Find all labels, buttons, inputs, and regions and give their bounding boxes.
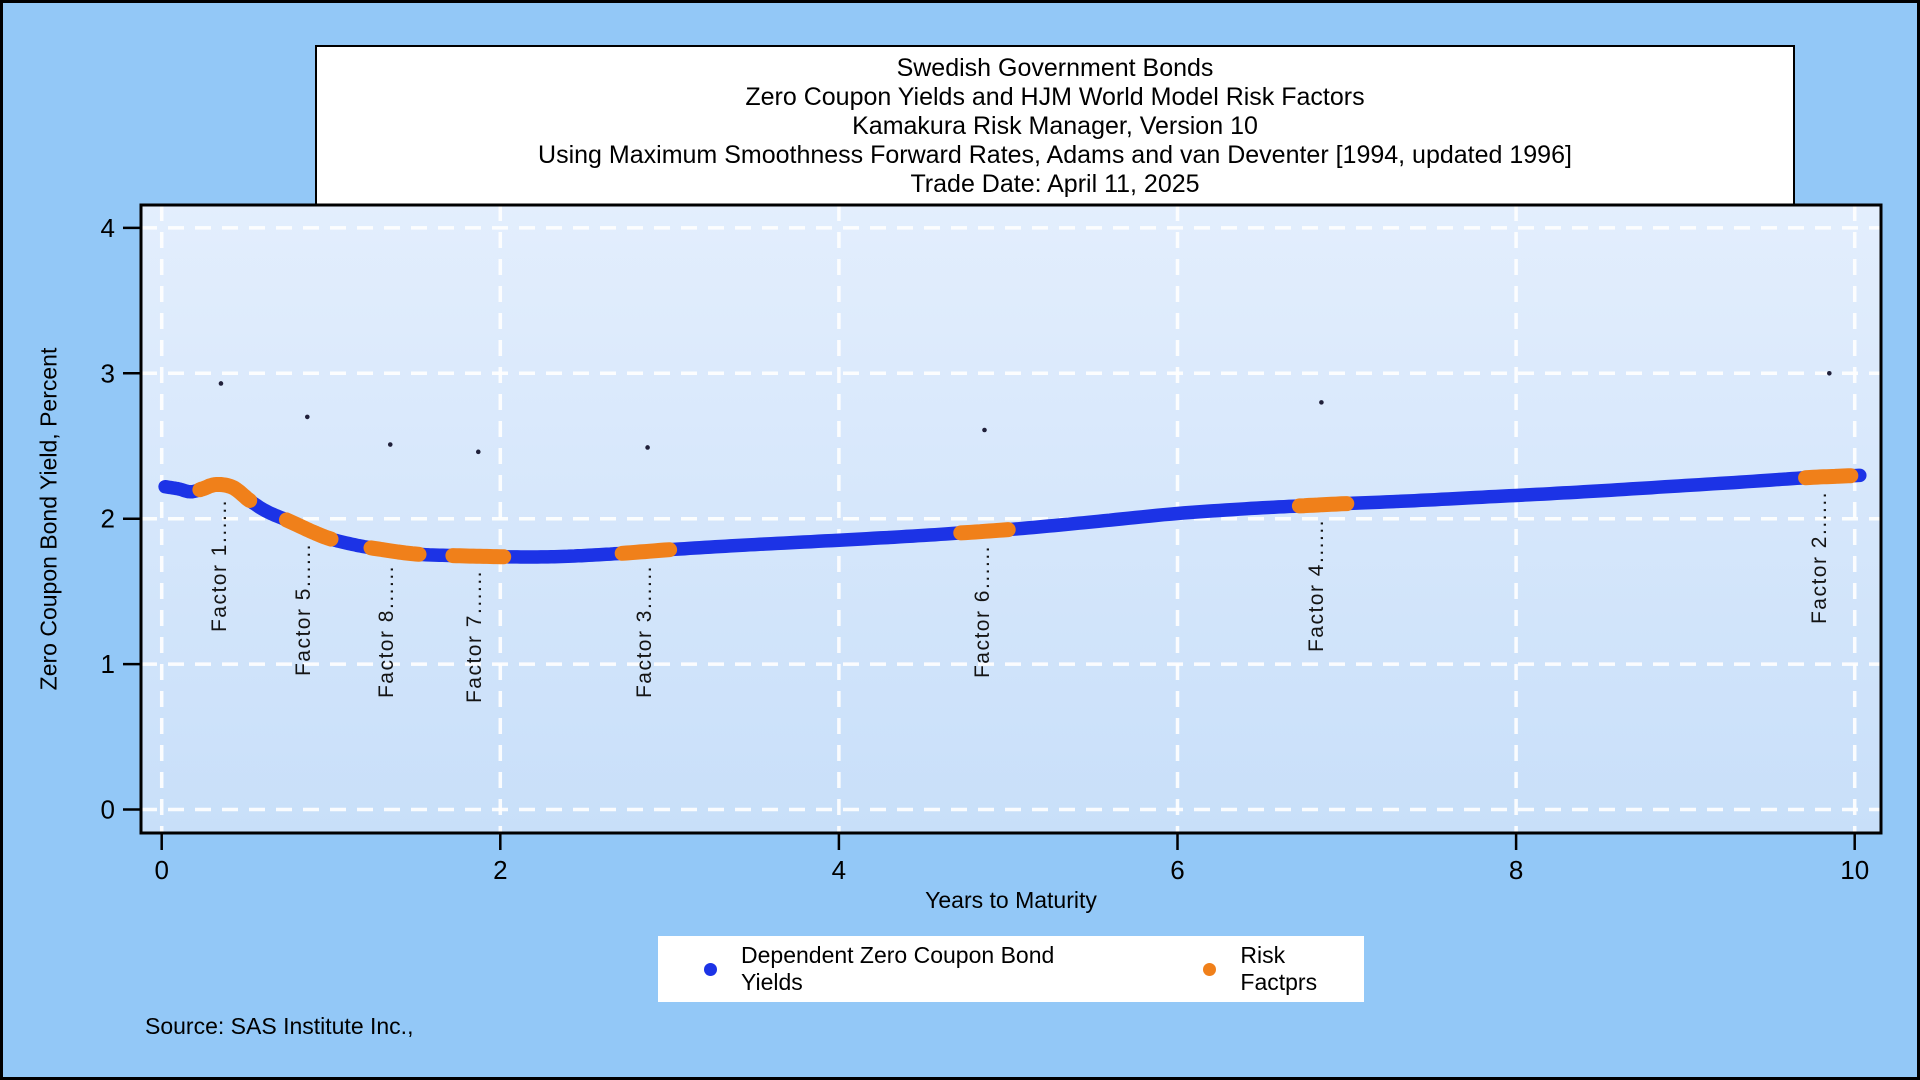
factor-label: Factor 2...... bbox=[1807, 490, 1831, 624]
risk-factor-segment bbox=[1798, 468, 1859, 486]
x-axis-title: Years to Maturity bbox=[925, 887, 1097, 913]
factor-label: Factor 6...... bbox=[971, 545, 995, 679]
title-line-3: Kamakura Risk Manager, Version 10 bbox=[852, 112, 1258, 140]
legend-label-risk-factors: Risk Factprs bbox=[1240, 942, 1318, 995]
factor-point bbox=[1827, 371, 1832, 376]
y-tick-label: 4 bbox=[101, 213, 115, 243]
blue-dot-icon bbox=[704, 962, 717, 976]
chart-title-box: Swedish Government Bonds Zero Coupon Yie… bbox=[315, 45, 1795, 207]
factor-point bbox=[645, 445, 650, 450]
risk-factor-segment bbox=[279, 512, 339, 547]
x-tick-label: 10 bbox=[1840, 855, 1869, 885]
risk-factor-segment bbox=[192, 477, 258, 508]
risk-factor-segment bbox=[1291, 496, 1355, 514]
y-tick-label: 0 bbox=[101, 795, 115, 825]
risk-factor-segment bbox=[363, 540, 427, 562]
factor-label: Factor 5...... bbox=[292, 543, 316, 677]
factor-label: Factor 1...... bbox=[207, 498, 231, 632]
yield-curve bbox=[158, 468, 1867, 564]
factor-label: Factor 3...... bbox=[632, 565, 656, 699]
source-note: Source: SAS Institute Inc., bbox=[145, 1013, 414, 1039]
x-tick-label: 2 bbox=[493, 855, 507, 885]
legend-item-yields: Dependent Zero Coupon Bond Yields bbox=[704, 942, 1111, 996]
factor-point bbox=[387, 442, 393, 447]
title-line-2: Zero Coupon Yields and HJM World Model R… bbox=[745, 83, 1365, 111]
factor-point bbox=[218, 381, 224, 386]
factor-label: Factor 4...... bbox=[1304, 518, 1328, 652]
y-axis-title: Zero Coupon Bond Yield, Percent bbox=[35, 347, 62, 691]
title-line-5: Trade Date: April 11, 2025 bbox=[910, 170, 1200, 198]
orange-dot-icon bbox=[1203, 962, 1217, 976]
x-tick-label: 0 bbox=[154, 855, 168, 885]
title-line-1: Swedish Government Bonds bbox=[896, 54, 1214, 82]
legend-label-yields: Dependent Zero Coupon Bond Yields bbox=[741, 942, 1055, 995]
factor-label: Factor 7...... bbox=[463, 570, 487, 704]
y-tick-label: 3 bbox=[101, 358, 115, 388]
legend-item-risk-factors: Risk Factprs bbox=[1203, 942, 1364, 996]
risk-factor-segment bbox=[445, 548, 512, 565]
y-tick-label: 2 bbox=[101, 504, 115, 534]
factor-point bbox=[304, 414, 310, 420]
factor-point bbox=[982, 427, 987, 433]
x-tick-label: 8 bbox=[1509, 855, 1523, 885]
factor-label: Factor 8...... bbox=[375, 564, 399, 698]
x-tick-label: 4 bbox=[832, 855, 846, 885]
legend: Dependent Zero Coupon Bond Yields Risk F… bbox=[658, 936, 1364, 1002]
title-line-4: Using Maximum Smoothness Forward Rates, … bbox=[538, 141, 1572, 169]
factor-point bbox=[475, 449, 481, 455]
factor-point bbox=[1319, 400, 1324, 405]
plot-area: 0 2 4 6 8 10 0 1 2 3 4 bbox=[101, 203, 1883, 885]
x-tick-label: 6 bbox=[1170, 855, 1184, 885]
y-tick-label: 1 bbox=[101, 649, 115, 679]
risk-factor-segment bbox=[953, 522, 1016, 541]
risk-factor-segment bbox=[614, 542, 678, 561]
